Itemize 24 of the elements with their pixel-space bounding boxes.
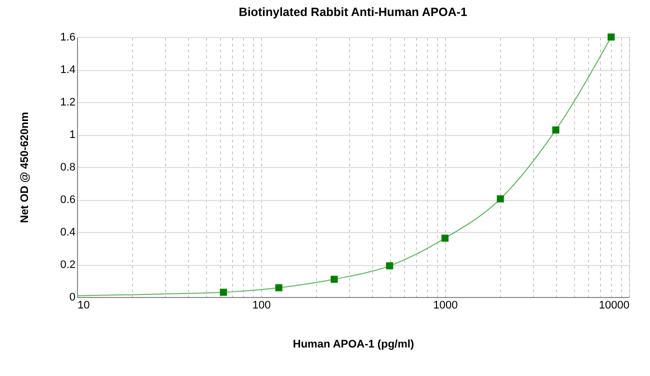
y-tick-label: 0.2 bbox=[60, 259, 76, 271]
x-axis-title: Human APOA-1 (pg/ml) bbox=[292, 338, 414, 350]
y-tick-label: 0.6 bbox=[60, 194, 76, 206]
y-tick-label: 1.2 bbox=[60, 96, 76, 108]
point bbox=[608, 33, 615, 41]
point bbox=[496, 195, 504, 202]
y-tick-label: 0 bbox=[69, 292, 76, 304]
x-tick-label: 100 bbox=[252, 300, 271, 312]
y-tick-label: 1.6 bbox=[60, 32, 76, 44]
x-tick-label: 10 bbox=[78, 300, 90, 312]
point bbox=[386, 262, 394, 270]
point bbox=[330, 276, 338, 283]
y-tick-label: 0.4 bbox=[60, 226, 76, 238]
y-tick-label: 1.4 bbox=[60, 64, 76, 76]
point bbox=[441, 234, 449, 242]
y-tick-label: 0.8 bbox=[60, 162, 76, 174]
x-tick-label: 1000 bbox=[433, 300, 458, 312]
x-tick-label: 10000 bbox=[598, 300, 630, 312]
y-tick-label: 1 bbox=[69, 129, 76, 141]
point bbox=[275, 284, 282, 292]
point bbox=[220, 288, 227, 296]
y-axis-title: Net OD @ 450-620nm bbox=[19, 112, 32, 223]
chart-title: Biotinylated Rabbit Anti-Human APOA-1 bbox=[238, 5, 468, 19]
point bbox=[552, 126, 560, 134]
